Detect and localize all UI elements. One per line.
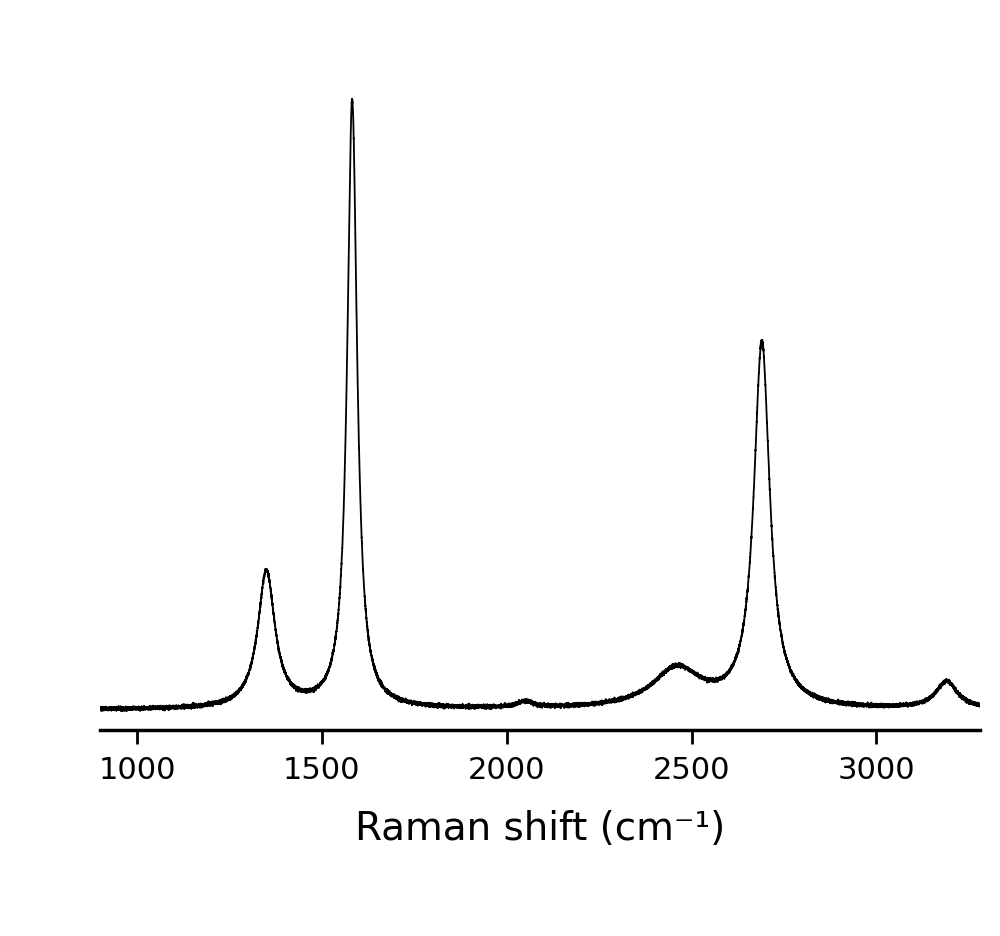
X-axis label: Raman shift (cm⁻¹): Raman shift (cm⁻¹) — [355, 809, 725, 847]
